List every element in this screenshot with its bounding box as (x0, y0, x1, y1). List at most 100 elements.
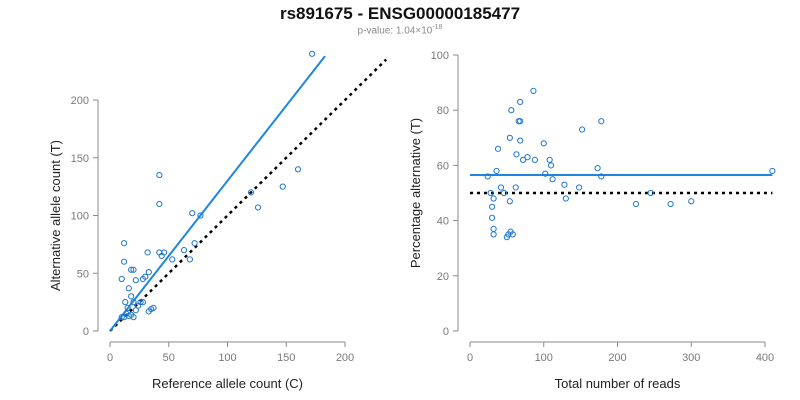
panel-2-data-point (494, 145, 502, 152)
panel-2-data-point (542, 170, 549, 177)
panel-1-x-tick-label: 100 (218, 352, 236, 364)
panel-2-data-point (506, 134, 513, 141)
panel-1-data-point (121, 258, 128, 265)
panel-1-data-point (156, 200, 163, 208)
panel-2-data-point (667, 200, 674, 208)
panel-2-data-point (594, 165, 601, 172)
panel-1-data-point (191, 240, 198, 247)
panel-1-y-tick-label: 50 (77, 268, 89, 280)
panel-1-data-point (150, 304, 157, 311)
panel-2-data-point (506, 198, 513, 205)
panel-1-data-point (254, 204, 262, 211)
panel-2-data-point (490, 195, 497, 202)
panel-1-data-point (135, 302, 142, 309)
panel-2-data-point (512, 184, 519, 191)
panel-2-data-point (487, 189, 494, 197)
panel-2-data-point (520, 156, 527, 163)
panel-2-data-point (508, 107, 515, 114)
panel-1-y-tick-label: 100 (71, 211, 89, 223)
panel-1-x-axis-title: Reference allele count (C) (152, 376, 303, 391)
panel-1-data-point (128, 266, 135, 273)
panel-1-data-point (186, 256, 193, 263)
panel-1-y-tick-label: 200 (71, 95, 89, 107)
panel-1-data-point (169, 256, 176, 263)
panel-2-data-point (484, 173, 491, 180)
panel-1-data-point (139, 299, 146, 306)
panel-2-data-point (489, 214, 496, 221)
panel-1-x-tick-label: 50 (163, 352, 175, 364)
panel-2-x-tick-label: 300 (682, 352, 700, 364)
panel-2-data-point (598, 173, 605, 180)
panel-2-data-point (490, 225, 497, 232)
panel-2-data-point (489, 203, 496, 210)
panel-2-data-point (688, 198, 695, 205)
panel-2-data-point (549, 176, 556, 183)
panel-1-data-point (144, 249, 151, 256)
panel-2-data-point (561, 181, 568, 188)
panel-1-x-tick-label: 200 (336, 352, 354, 364)
panel-2-y-tick-label: 40 (437, 216, 449, 228)
panel-1-data-point (156, 171, 163, 179)
panel-1-data-point (124, 304, 131, 311)
panel-2-y-tick-label: 100 (431, 50, 449, 62)
chart-title: rs891675 - ENSG00000185477 (279, 4, 521, 23)
panel-1-y-axis-title: Alternative allele count (T) (48, 140, 63, 291)
panel-1-fit-line (109, 55, 326, 332)
panel-2-data-point (548, 162, 555, 169)
panel-2-data-point (579, 126, 586, 133)
panel-1-data-point (294, 166, 302, 173)
panel-1-data-point (128, 293, 135, 300)
panel-1-y-tick-label: 0 (83, 326, 89, 338)
panel-2-data-point (517, 137, 524, 144)
panel-1-data-point (130, 299, 137, 306)
panel-1-data-point (180, 247, 188, 254)
panel-2-x-tick-label: 200 (608, 352, 626, 364)
panel-1-data-point (142, 273, 149, 280)
panel-2-x-tick-label: 0 (467, 352, 473, 364)
panel-1-data-point (197, 212, 204, 219)
panel-1-x-tick-label: 0 (107, 352, 113, 364)
panel-1-data-point (125, 285, 132, 292)
panel-1-data-point (158, 252, 165, 260)
panel-2-data-point (517, 118, 524, 125)
panel-2-data-point (500, 189, 508, 197)
panel-2-data-point (562, 195, 569, 202)
panel-2-data-point (546, 156, 553, 163)
panel-1-data-point (130, 266, 137, 273)
panel-1-y-tick-label: 150 (71, 153, 89, 165)
panel-2-data-point (497, 184, 505, 191)
panel-1-data-point (279, 183, 286, 190)
pvalue-exponent: -18 (432, 24, 443, 31)
panel-2-data-point (598, 118, 605, 125)
panel-2-y-tick-label: 20 (437, 271, 449, 283)
panel-2-y-tick-label: 60 (437, 160, 449, 172)
panel-1-data-point (309, 50, 316, 57)
panel-2-data-point (530, 87, 537, 94)
panel-2-data-point (524, 154, 531, 161)
panel-1-data-point (122, 299, 129, 306)
panel-1-data-point (121, 240, 128, 247)
panel-2-x-tick-label: 100 (535, 352, 553, 364)
panel-2-data-point (493, 167, 500, 175)
panel-1-data-point (189, 210, 196, 217)
panel-2-data-point (647, 189, 654, 197)
panel-2-data-point (576, 184, 583, 191)
panel-1-data-point (132, 277, 139, 284)
panel-2-y-tick-label: 80 (437, 105, 449, 117)
panel-2-data-point (540, 140, 547, 147)
panel-2-x-tick-label: 400 (756, 352, 774, 364)
panel-1-x-tick-label: 150 (277, 352, 295, 364)
panel-1-data-point (145, 268, 152, 276)
panel-1-data-point (118, 314, 125, 321)
panel-2-data-point (509, 231, 516, 238)
panel-2-data-point (513, 151, 520, 158)
panel-2-y-tick-label: 0 (443, 326, 449, 338)
panel-2-data-point (769, 167, 776, 175)
panel-2-data-point (490, 231, 497, 238)
panel-2-data-point (632, 200, 640, 208)
panel-2-y-axis-title: Percentage alternative (T) (408, 118, 423, 268)
panel-1-reference-line (109, 58, 388, 332)
panel-1-data-point (247, 189, 255, 196)
